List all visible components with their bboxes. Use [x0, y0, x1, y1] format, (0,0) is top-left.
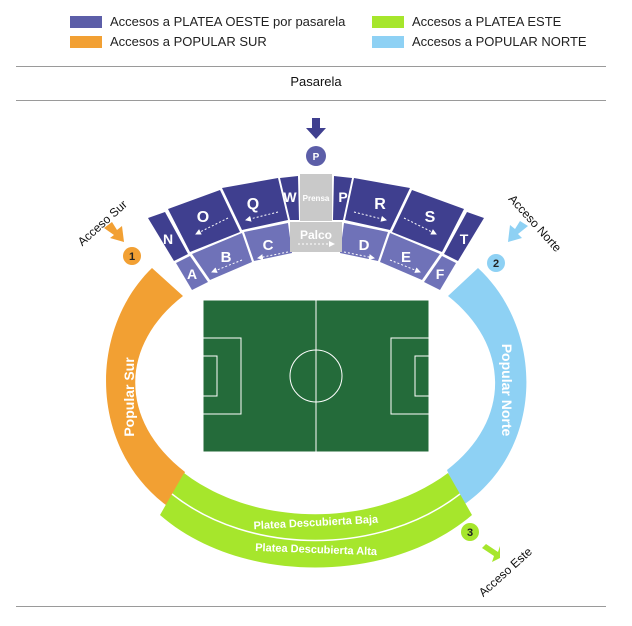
section-label-r: R	[374, 196, 386, 213]
section-label-q: Q	[247, 196, 259, 213]
section-label-s: S	[425, 209, 436, 226]
popular-norte-label: Popular Norte	[499, 344, 515, 437]
pasarela-marker-label: P	[313, 152, 320, 163]
pasarela-arrow-icon	[306, 118, 326, 139]
section-label-f: F	[436, 266, 445, 282]
acceso-este-label: Acceso Este	[476, 544, 535, 599]
palco-label: Palco	[300, 228, 332, 242]
acceso-norte-arrow-icon	[508, 221, 528, 242]
popular-sur-label: Popular Sur	[121, 357, 137, 437]
section-label-o: O	[197, 209, 209, 226]
acceso-sur-number: 1	[129, 251, 135, 263]
section-label-e: E	[401, 249, 411, 266]
pitch	[203, 300, 429, 452]
acceso-norte-number: 2	[493, 258, 499, 270]
section-label-c: C	[263, 237, 274, 254]
acceso-norte-label: Acceso Norte	[506, 192, 565, 255]
section-label-b: B	[221, 249, 232, 266]
section-label-a: A	[187, 266, 197, 282]
section-label-d: D	[359, 237, 370, 254]
acceso-este-arrow-icon	[482, 544, 500, 562]
prensa-label: Prensa	[303, 194, 330, 203]
section-label-w: W	[283, 189, 297, 205]
section-label-p: P	[338, 189, 347, 205]
section-label-n: N	[163, 231, 173, 247]
section-label-t: T	[460, 231, 469, 247]
popular-sur-stand[interactable]	[106, 268, 185, 508]
acceso-este-number: 3	[467, 527, 473, 539]
